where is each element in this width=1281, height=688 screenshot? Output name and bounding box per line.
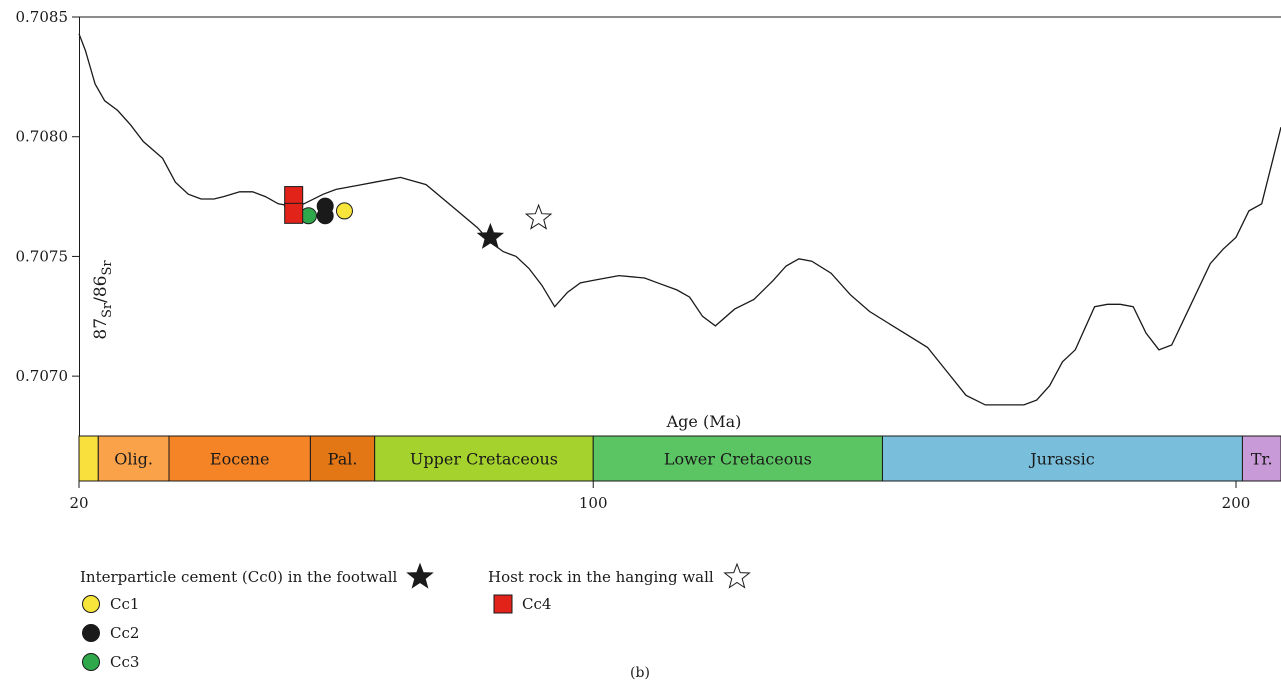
period-box xyxy=(374,435,594,482)
legend-item-cc0-row: Interparticle cement (Cc0) in the footwa… xyxy=(80,562,435,592)
marker-cc2 xyxy=(316,207,334,225)
period-box xyxy=(78,435,99,482)
period-label: Eocene xyxy=(210,450,270,469)
legend-item-cc1: Cc1 xyxy=(80,593,139,615)
red-square-icon xyxy=(493,594,513,614)
green-circle-icon xyxy=(82,653,100,671)
period-box xyxy=(168,435,311,482)
period-box xyxy=(592,435,883,482)
legend-item-cc3: Cc3 xyxy=(80,651,139,673)
panel-label: (b) xyxy=(630,665,650,681)
marker-host-rock-star xyxy=(524,203,553,230)
legend-symbol-cc2 xyxy=(82,624,100,642)
filled-star-icon xyxy=(406,562,435,589)
marker-cc0-star xyxy=(476,222,505,249)
legend-item-host-rock: Host rock in the hanging wall xyxy=(488,562,752,592)
period-label: Pal. xyxy=(328,450,358,469)
x-tick-label: 20 xyxy=(69,494,88,512)
legend-label-cc0: Interparticle cement (Cc0) in the footwa… xyxy=(80,568,398,586)
x-axis-label: Age (Ma) xyxy=(666,412,742,431)
y-label-part: 86 xyxy=(91,275,111,297)
period-label: Olig. xyxy=(114,450,153,469)
legend-label-cc2: Cc2 xyxy=(110,624,140,642)
legend-symbol-cc3 xyxy=(82,653,100,671)
black-circle-icon xyxy=(82,624,100,642)
y-label-part: Sr xyxy=(100,302,115,318)
yellow-circle-icon xyxy=(82,595,100,613)
geologic-timescale-bar: Olig. Eocene Pal. Upper Cretaceous Lower Cre… xyxy=(78,435,1281,482)
legend-symbol-cc4 xyxy=(493,594,513,614)
legend-label-host-rock: Host rock in the hanging wall xyxy=(488,568,714,586)
x-tick-label: 200 xyxy=(1222,494,1251,512)
x-axis: 20 100 200 xyxy=(69,481,1250,512)
period-label: Lower Cretaceous xyxy=(664,450,812,469)
y-tick-label: 0.7085 xyxy=(16,8,69,26)
y-label-part: / xyxy=(91,297,111,303)
y-tick-label: 0.7070 xyxy=(16,367,69,385)
data-markers xyxy=(284,186,553,249)
marker-cc1 xyxy=(335,202,353,220)
legend-symbol-star-open xyxy=(722,562,751,589)
legend-symbol-star-filled xyxy=(406,562,435,589)
x-tick-label: 100 xyxy=(579,494,608,512)
legend-label-cc1: Cc1 xyxy=(110,595,140,613)
legend-item-cc2: Cc2 xyxy=(80,622,139,644)
legend-label-cc3: Cc3 xyxy=(110,653,140,671)
plot-frame xyxy=(79,16,1281,481)
y-axis-label: 87Sr/86Sr xyxy=(91,260,115,340)
period-label: Upper Cretaceous xyxy=(410,450,558,469)
legend-label-cc4: Cc4 xyxy=(522,595,552,613)
y-label-part: Sr xyxy=(100,260,115,276)
period-box xyxy=(881,435,1243,482)
legend-symbol-cc1 xyxy=(82,595,100,613)
y-label-part: 87 xyxy=(91,318,111,340)
y-tick-label: 0.7080 xyxy=(16,128,69,146)
legend-item-cc4: Cc4 xyxy=(492,593,551,615)
period-label: Tr. xyxy=(1251,450,1273,469)
marker-cc4 xyxy=(284,202,304,224)
period-box xyxy=(309,435,376,482)
seawater-sr-curve xyxy=(78,33,1281,406)
y-axis: 0.7085 0.7080 0.7075 0.7070 xyxy=(16,8,79,385)
y-tick-label: 0.7075 xyxy=(16,247,69,265)
period-label: Jurassic xyxy=(1028,450,1094,469)
open-star-icon xyxy=(722,562,751,589)
